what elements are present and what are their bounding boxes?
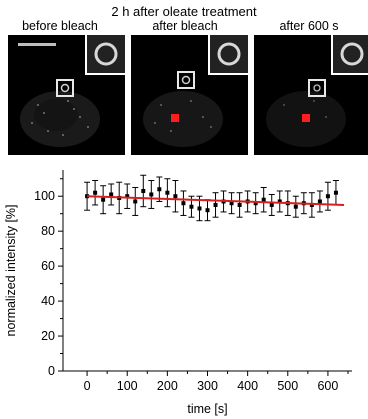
x-tick-label: 400	[237, 379, 258, 393]
cell-image	[20, 83, 100, 147]
data-point	[125, 194, 130, 199]
data-point	[213, 202, 218, 207]
micrograph-before-bleach	[8, 35, 125, 155]
data-point	[317, 199, 322, 204]
roi-box	[308, 79, 326, 97]
roi-box	[56, 79, 74, 97]
x-tick-label: 500	[277, 379, 298, 393]
inset-zoom	[331, 35, 368, 75]
data-point	[205, 208, 210, 213]
figure-title: 2 h after oleate treatment	[111, 4, 257, 19]
bleach-spot	[171, 114, 179, 122]
fit-line	[87, 195, 345, 206]
cell-image	[143, 75, 223, 147]
data-point	[253, 201, 258, 206]
y-axis-label: normalized intensity [%]	[4, 204, 18, 336]
data-point	[197, 206, 202, 211]
y-tick-label: 40	[41, 294, 55, 308]
data-point	[165, 190, 170, 195]
data-point	[293, 204, 298, 209]
x-tick-label: 200	[157, 379, 178, 393]
data-point	[189, 204, 194, 209]
inset-zoom	[85, 35, 125, 75]
data-point	[237, 202, 242, 207]
data-point	[261, 197, 266, 202]
data-point	[109, 192, 114, 197]
x-axis-label: time [s]	[187, 402, 227, 416]
data-point	[157, 187, 162, 192]
panel-label-before-bleach: before bleach	[22, 19, 98, 33]
bleach-spot	[302, 114, 310, 122]
data-point	[101, 197, 106, 202]
panel-label-after-bleach: after bleach	[152, 19, 218, 33]
y-tick-label: 100	[34, 189, 55, 203]
data-point	[93, 190, 98, 195]
micrograph-after-600s	[254, 35, 368, 155]
data-point	[141, 188, 146, 193]
data-point	[181, 201, 186, 206]
y-tick-label: 60	[41, 259, 55, 273]
inset-zoom	[208, 35, 248, 75]
x-tick-label: 0	[84, 379, 91, 393]
x-tick-label: 100	[117, 379, 138, 393]
data-point	[277, 199, 282, 204]
data-point	[325, 194, 330, 199]
data-point	[333, 190, 338, 195]
y-tick-label: 80	[41, 224, 55, 238]
scale-bar	[18, 43, 56, 46]
roi-box	[177, 71, 195, 89]
x-tick-label: 600	[317, 379, 338, 393]
y-tick-label: 20	[41, 329, 55, 343]
data-point	[229, 201, 234, 206]
data-point	[173, 194, 178, 199]
data-point	[133, 199, 138, 204]
panel-label-after-600s: after 600 s	[279, 19, 339, 33]
data-point	[309, 202, 314, 207]
micrograph-after-bleach	[131, 35, 248, 155]
chart-points	[84, 174, 339, 222]
data-point	[269, 202, 274, 207]
data-point	[149, 192, 154, 197]
y-tick-label: 0	[48, 364, 55, 378]
x-tick-label: 300	[197, 379, 218, 393]
chart-ticks: 0 20 40 60 80 100 0 100 200 300 400 500 600	[34, 178, 349, 393]
